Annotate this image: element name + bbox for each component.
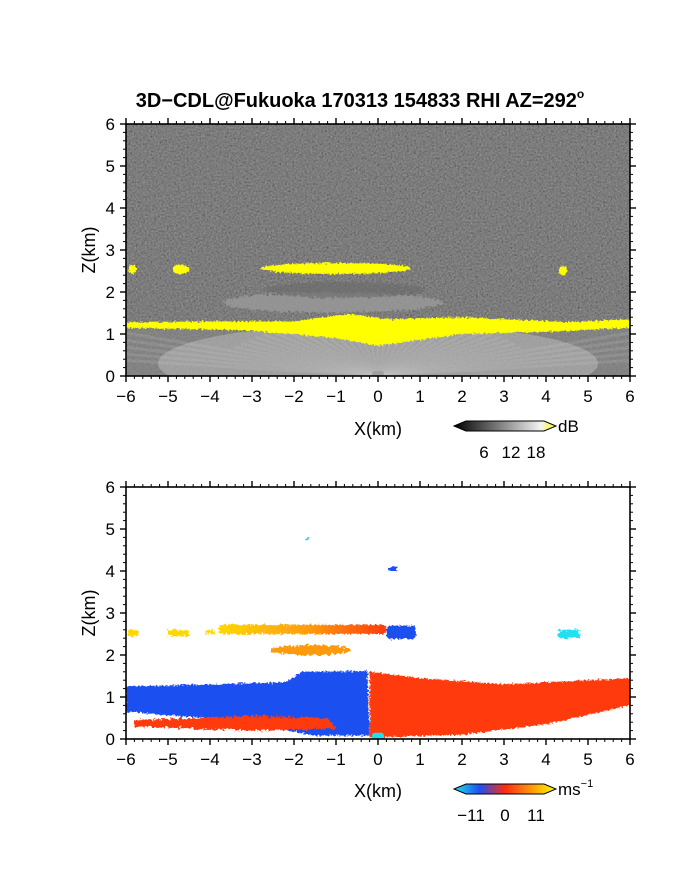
velocity-x-tick-label: −3 xyxy=(242,750,261,769)
reflectivity-x-tick-label: −6 xyxy=(116,387,135,406)
reflectivity-patch xyxy=(172,264,190,274)
velocity-axes: −6 −5 −4 −3 −2 −1 0 1 2 3 4 5 6 0 1 2 3 4 5 6 xyxy=(106,478,636,769)
velocity-marks xyxy=(126,537,630,739)
reflectivity-x-tick-label: −5 xyxy=(158,387,177,406)
reflectivity-y-tick-label: 4 xyxy=(106,199,115,218)
velocity-y-tick-label: 2 xyxy=(106,646,115,665)
velocity-y-tick-label: 1 xyxy=(106,688,115,707)
reflectivity-x-tick-label: −3 xyxy=(242,387,261,406)
velocity-x-tick-label: −6 xyxy=(116,750,135,769)
velocity-x-tick-label: 4 xyxy=(541,750,550,769)
reflectivity-y-tick-label: 3 xyxy=(106,241,115,260)
velocity-y-tick-label: 5 xyxy=(106,520,115,539)
reflectivity-upper-layer xyxy=(260,262,412,275)
figure-title: 3D−CDL@Fukuoka 170313 154833 RHI AZ=292o xyxy=(136,87,585,112)
title-degree-superscript: o xyxy=(577,87,584,101)
reflectivity-patch xyxy=(558,265,567,276)
velocity-colorbar-unit-superscript: −1 xyxy=(581,778,594,790)
velocity-patch xyxy=(558,629,580,639)
reflectivity-mid-layer xyxy=(221,292,442,313)
reflectivity-marks xyxy=(126,262,630,376)
velocity-x-tick-label: 1 xyxy=(415,750,424,769)
reflectivity-origin-mark xyxy=(372,370,384,376)
velocity-x-tick-label: 3 xyxy=(499,750,508,769)
reflectivity-near-field-glow xyxy=(158,323,598,376)
reflectivity-x-tick-label: −4 xyxy=(200,387,219,406)
reflectivity-x-tick-label: −1 xyxy=(326,387,345,406)
velocity-y-tick-label: 3 xyxy=(106,604,115,623)
velocity-colorbar-unit: ms−1 xyxy=(558,778,593,799)
velocity-x-label: X(km) xyxy=(354,781,402,801)
reflectivity-x-tick-label: 5 xyxy=(583,387,592,406)
velocity-x-tick-label: −5 xyxy=(158,750,177,769)
reflectivity-colorbar-bar xyxy=(452,420,558,432)
velocity-colorbar-tick: 0 xyxy=(500,806,509,825)
velocity-upper-layer-toward xyxy=(386,625,416,640)
velocity-x-tick-label: 5 xyxy=(583,750,592,769)
reflectivity-boundary-layer xyxy=(126,327,630,376)
velocity-patch xyxy=(128,629,139,637)
velocity-near-ground-away xyxy=(134,715,336,731)
velocity-mid-layer xyxy=(270,644,351,655)
reflectivity-y-tick-label: 1 xyxy=(106,325,115,344)
reflectivity-colorbar-tick: 6 xyxy=(479,443,488,462)
reflectivity-colorbar-tick: 18 xyxy=(527,443,546,462)
reflectivity-x-tick-label: 0 xyxy=(373,387,382,406)
reflectivity-x-tick-label: 1 xyxy=(415,387,424,406)
reflectivity-plot-area xyxy=(126,124,630,376)
velocity-panel: −6 −5 −4 −3 −2 −1 0 1 2 3 4 5 6 0 1 2 3 4 5 6 X(km) Z(km) m… xyxy=(79,478,636,825)
velocity-patch xyxy=(388,566,397,571)
velocity-patch xyxy=(168,629,189,637)
velocity-colorbar: ms−1 −11 0 11 xyxy=(452,778,593,825)
reflectivity-x-tick-label: 6 xyxy=(625,387,634,406)
velocity-x-tick-label: −1 xyxy=(326,750,345,769)
velocity-plot-area xyxy=(126,487,630,739)
reflectivity-x-tick-label: 2 xyxy=(457,387,466,406)
reflectivity-y-tick-label: 5 xyxy=(106,157,115,176)
reflectivity-mid-layer xyxy=(264,281,425,298)
velocity-x-tick-label: 0 xyxy=(373,750,382,769)
reflectivity-x-tick-label: 3 xyxy=(499,387,508,406)
velocity-colorbar-bar xyxy=(452,783,558,795)
reflectivity-x-tick-label: 4 xyxy=(541,387,550,406)
velocity-x-tick-label: 2 xyxy=(457,750,466,769)
reflectivity-colorbar-unit: dB xyxy=(558,417,579,436)
reflectivity-patch xyxy=(128,264,137,274)
velocity-colorbar-tick: −11 xyxy=(457,806,485,825)
reflectivity-y-tick-label: 2 xyxy=(106,283,115,302)
reflectivity-y-tick-label: 6 xyxy=(106,115,115,134)
velocity-y-tick-label: 4 xyxy=(106,562,115,581)
reflectivity-colorbar-tick: 12 xyxy=(502,443,521,462)
velocity-colorbar-tick: 11 xyxy=(527,806,545,825)
reflectivity-y-label: Z(km) xyxy=(79,227,99,274)
reflectivity-boundary-layer-top xyxy=(126,313,630,346)
reflectivity-axes: −6 −5 −4 −3 −2 −1 0 1 2 3 4 5 6 0 1 2 3 4 5 6 xyxy=(106,115,636,406)
velocity-x-tick-label: −2 xyxy=(284,750,303,769)
reflectivity-colorbar: dB 6 12 18 xyxy=(452,417,579,462)
velocity-patch xyxy=(304,537,309,541)
velocity-boundary-layer-away xyxy=(369,671,630,738)
velocity-x-tick-label: −4 xyxy=(200,750,219,769)
velocity-origin-mark xyxy=(372,732,384,739)
reflectivity-x-tick-label: −2 xyxy=(284,387,303,406)
velocity-y-label: Z(km) xyxy=(79,590,99,637)
reflectivity-y-tick-label: 0 xyxy=(106,367,115,386)
velocity-patch xyxy=(205,629,215,634)
velocity-y-tick-label: 6 xyxy=(106,478,115,497)
velocity-upper-layer-away xyxy=(218,624,387,634)
velocity-y-tick-label: 0 xyxy=(106,730,115,749)
reflectivity-x-label: X(km) xyxy=(354,419,402,439)
velocity-x-tick-label: 6 xyxy=(625,750,634,769)
